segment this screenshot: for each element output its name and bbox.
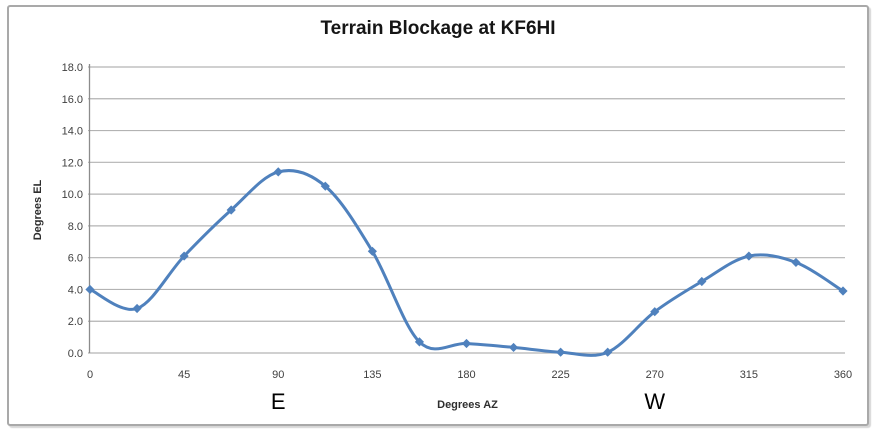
x-tick-label: 45 — [178, 369, 190, 381]
data-point-marker — [744, 251, 754, 261]
x-tick-label: 225 — [551, 369, 569, 381]
data-point-marker — [320, 181, 330, 191]
y-tick-label: 10.0 — [62, 189, 83, 201]
y-tick-label: 18.0 — [62, 62, 83, 74]
data-point-marker — [791, 257, 801, 268]
x-tick-label: 270 — [646, 369, 664, 381]
annotation-west: W — [644, 389, 666, 414]
y-tick-label: 16.0 — [62, 94, 83, 106]
chart-frame — [7, 5, 869, 426]
x-tick-label: 360 — [834, 369, 852, 381]
y-tick-label: 8.0 — [68, 221, 83, 233]
y-axis-label: Degrees EL — [32, 179, 44, 241]
data-point-marker — [556, 347, 566, 357]
data-point-marker — [179, 251, 189, 261]
y-tick-label: 14.0 — [62, 126, 83, 138]
data-point-marker — [461, 338, 472, 349]
y-tick-label: 2.0 — [68, 316, 83, 328]
x-axis-label: Degrees AZ — [437, 399, 498, 411]
data-point-marker — [132, 303, 142, 314]
data-point-marker — [508, 342, 519, 353]
x-tick-label: 90 — [272, 369, 284, 381]
y-tick-label: 0.0 — [68, 348, 83, 360]
x-tick-label: 0 — [87, 369, 93, 381]
series-line — [88, 169, 845, 357]
data-point-marker — [838, 286, 848, 296]
data-point-marker — [697, 276, 707, 287]
y-tick-label: 4.0 — [68, 284, 83, 296]
chart-title: Terrain Blockage at KF6HI — [320, 18, 556, 39]
x-tick-label: 180 — [457, 369, 475, 381]
x-tick-label: 315 — [740, 369, 758, 381]
y-tick-label: 12.0 — [62, 157, 83, 169]
data-point-marker — [226, 205, 236, 215]
x-tick-label: 135 — [363, 369, 381, 381]
data-point-marker — [367, 246, 377, 256]
data-point-marker — [414, 337, 425, 347]
data-point-marker — [603, 347, 613, 357]
data-point-marker — [273, 167, 283, 177]
data-point-marker — [85, 284, 95, 295]
data-point-marker — [650, 307, 660, 317]
annotation-east: E — [270, 389, 286, 414]
y-tick-label: 6.0 — [68, 253, 83, 265]
